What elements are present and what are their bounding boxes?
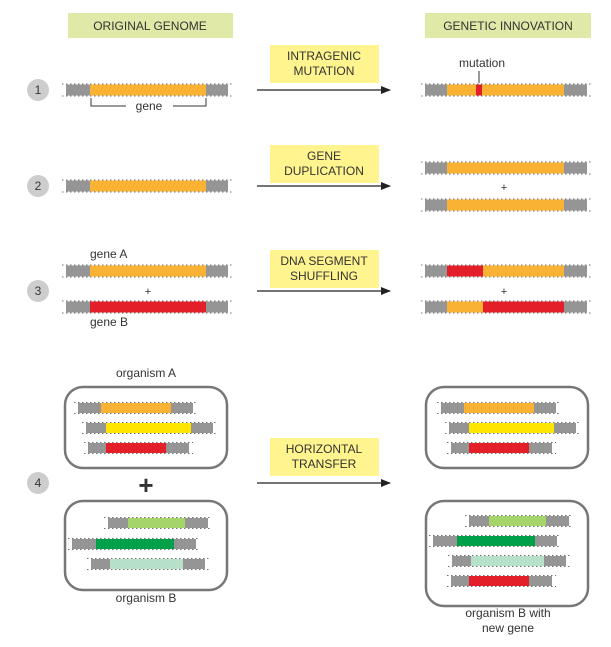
organism-a-label: organism A	[116, 366, 176, 380]
process-2-line-1: GENE	[307, 149, 341, 163]
organism-b-result-gene-1	[465, 515, 573, 527]
process-4-line-1: HORIZONTAL	[286, 442, 363, 456]
organism-b-result-gene-2	[429, 535, 561, 547]
organism-b-gene-3	[87, 558, 209, 570]
organism-a-cell	[63, 385, 229, 470]
gene-label: gene	[136, 99, 163, 113]
svg-text:4: 4	[35, 476, 42, 490]
gene-b-strand	[62, 300, 232, 314]
organism-a-result-gene-2	[445, 422, 580, 434]
right-header-box	[425, 13, 591, 38]
plus-sign-step-4: +	[138, 470, 153, 500]
left-header-box	[68, 13, 233, 38]
plus-sign-step-3-left: +	[145, 286, 151, 298]
process-3-line-1: DNA SEGMENT	[280, 254, 368, 268]
organism-b-cell	[63, 499, 229, 592]
process-box-3	[270, 250, 379, 288]
process-4-line-2: TRANSFER	[292, 457, 357, 471]
svg-text:1: 1	[35, 83, 42, 97]
left-header: ORIGINAL GENOME	[93, 19, 207, 33]
gene-a-strand	[62, 264, 232, 278]
organism-a-result-cell	[424, 385, 590, 470]
organism-b-result-new-gene	[447, 575, 556, 587]
shuffled-strand-2	[421, 300, 591, 314]
result-label-line-1: organism B with	[465, 606, 550, 620]
step-1-mutated-strand	[421, 83, 591, 97]
mutation-label: mutation	[459, 56, 505, 70]
right-header: GENETIC INNOVATION	[443, 19, 573, 33]
plus-sign-step-2: +	[501, 182, 507, 194]
organism-a-gene-3	[84, 442, 193, 454]
result-label-line-2: new gene	[482, 621, 534, 635]
process-1-line-2: MUTATION	[294, 64, 355, 78]
process-box-1	[270, 45, 379, 83]
shuffled-strand-1	[421, 264, 591, 278]
step-4-number: 4	[27, 472, 49, 494]
step-3-number: 3	[27, 280, 49, 302]
organism-a-gene-2	[82, 422, 217, 434]
organism-b-gene-2	[68, 538, 200, 550]
step-2-number: 2	[27, 175, 49, 197]
process-box-4	[270, 438, 379, 476]
step-1-number: 1	[27, 79, 49, 101]
svg-text:3: 3	[35, 284, 42, 298]
process-1-line-1: INTRAGENIC	[287, 49, 361, 63]
step-2-copy-1-strand	[421, 161, 591, 175]
plus-sign-step-3-right: +	[501, 286, 507, 298]
organism-b-label: organism B	[116, 591, 177, 605]
svg-text:2: 2	[35, 179, 42, 193]
gene-b-label: gene B	[90, 315, 128, 329]
organism-a-result-gene-3	[447, 442, 556, 454]
dna-strands	[62, 83, 591, 587]
step-1-original-strand	[62, 83, 232, 97]
organism-b-gene-1	[104, 517, 212, 529]
organism-a-gene-1	[74, 402, 197, 414]
gene-a-label: gene A	[90, 247, 127, 261]
process-2-line-2: DUPLICATION	[284, 164, 364, 178]
step-2-original-strand	[62, 179, 232, 193]
step-2-copy-2-strand	[421, 198, 591, 212]
organism-b-result-gene-3	[448, 555, 570, 567]
organism-a-result-gene-1	[437, 402, 560, 414]
organism-b-new-gene-cell	[424, 499, 590, 608]
process-box-2	[270, 145, 379, 183]
process-3-line-2: SHUFFLING	[290, 269, 358, 283]
